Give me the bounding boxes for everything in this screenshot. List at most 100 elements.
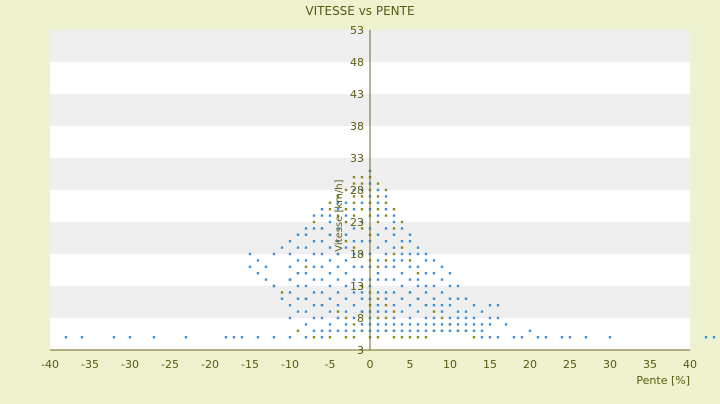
data-point — [480, 329, 484, 332]
data-point — [416, 265, 420, 268]
x-tick-label: 5 — [407, 358, 414, 371]
data-point — [384, 214, 388, 217]
data-point — [408, 233, 412, 236]
data-point — [328, 323, 332, 326]
x-tick-label: -25 — [161, 358, 179, 371]
data-point — [184, 336, 188, 339]
data-point — [536, 336, 540, 339]
x-tick-label: 30 — [603, 358, 617, 371]
data-point — [304, 323, 308, 326]
data-point — [344, 214, 348, 217]
data-point — [408, 265, 412, 268]
data-point — [256, 336, 260, 339]
data-point — [384, 265, 388, 268]
data-point — [272, 284, 276, 288]
data-point — [392, 265, 396, 268]
x-tick-label: -30 — [121, 358, 139, 371]
data-point — [320, 240, 324, 243]
data-point — [360, 188, 364, 192]
data-point — [336, 214, 340, 217]
data-point — [424, 323, 428, 326]
data-point — [288, 316, 292, 320]
data-point — [712, 336, 716, 339]
data-point — [296, 246, 300, 249]
data-point — [328, 246, 332, 249]
data-point — [240, 336, 244, 339]
data-point — [312, 316, 316, 320]
data-point — [280, 297, 284, 300]
data-point — [152, 336, 156, 339]
data-point — [392, 227, 396, 230]
data-point — [384, 227, 388, 230]
data-point — [464, 329, 468, 332]
data-point — [296, 297, 300, 300]
data-point — [480, 323, 484, 326]
data-point — [312, 227, 316, 230]
data-point — [328, 297, 332, 300]
data-point — [344, 259, 348, 262]
data-point — [424, 252, 428, 256]
data-point — [496, 336, 500, 339]
data-point — [408, 252, 412, 256]
data-point — [432, 310, 436, 313]
data-point — [416, 272, 420, 275]
data-point — [472, 323, 476, 326]
data-point — [392, 310, 396, 313]
data-point — [424, 284, 428, 288]
data-point — [320, 304, 324, 307]
data-point — [296, 284, 300, 288]
data-point — [384, 310, 388, 313]
data-point — [376, 246, 380, 249]
data-point — [488, 316, 492, 320]
data-point — [352, 201, 356, 204]
data-point — [496, 316, 500, 320]
data-point — [376, 310, 380, 313]
data-point — [424, 272, 428, 275]
data-point — [352, 265, 356, 268]
data-point — [408, 278, 412, 281]
data-point — [360, 310, 364, 313]
data-point — [400, 240, 404, 243]
data-point — [352, 246, 356, 249]
data-point — [304, 310, 308, 313]
data-point — [400, 310, 404, 313]
data-point — [424, 336, 428, 339]
data-point — [360, 278, 364, 281]
data-point — [320, 252, 324, 256]
data-point — [392, 316, 396, 320]
data-point — [456, 284, 460, 288]
data-point — [360, 227, 364, 230]
data-point — [392, 291, 396, 294]
x-tick-label: -35 — [81, 358, 99, 371]
data-point — [392, 329, 396, 332]
data-point — [560, 336, 564, 339]
data-point — [288, 336, 292, 339]
data-point — [344, 208, 348, 211]
data-point — [392, 252, 396, 256]
data-point — [400, 220, 404, 224]
data-point — [392, 323, 396, 326]
data-point — [416, 252, 420, 256]
data-point — [424, 304, 428, 307]
data-point — [400, 246, 404, 249]
data-point — [320, 329, 324, 332]
data-point — [360, 201, 364, 204]
data-point — [328, 272, 332, 275]
data-point — [232, 336, 236, 339]
data-point — [344, 284, 348, 288]
data-point — [384, 278, 388, 281]
data-point — [456, 316, 460, 320]
data-point — [440, 304, 444, 307]
data-point — [424, 329, 428, 332]
data-point — [376, 182, 380, 185]
data-point — [304, 284, 308, 288]
data-point — [464, 310, 468, 313]
data-point — [352, 329, 356, 332]
data-point — [376, 265, 380, 268]
data-point — [288, 304, 292, 307]
data-point — [352, 214, 356, 217]
data-point — [360, 240, 364, 243]
data-point — [512, 336, 516, 339]
